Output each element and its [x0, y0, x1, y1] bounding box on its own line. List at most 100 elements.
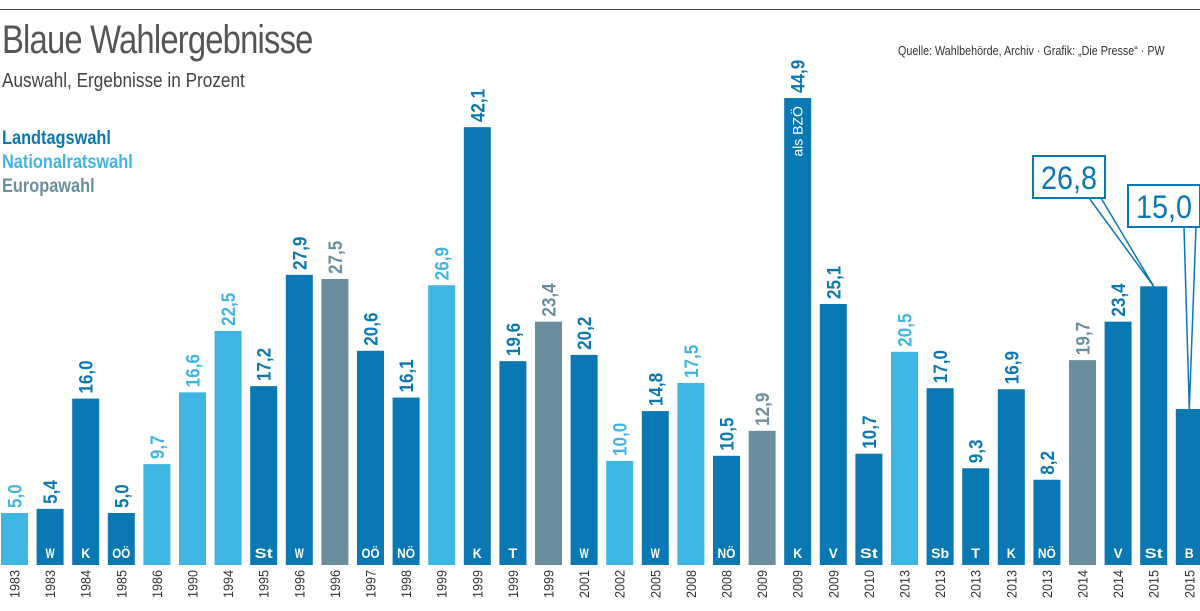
bar-2005-18 [641, 411, 669, 565]
state-label: St [1145, 545, 1163, 561]
callout-label: 15,0 [1136, 189, 1192, 225]
data-label: 19,7 [1073, 322, 1094, 355]
data-label: 12,9 [752, 393, 773, 426]
bar-2014-30 [1069, 360, 1096, 565]
x-tick-label: 2014 [1110, 570, 1126, 598]
callout-pointer [1183, 226, 1197, 410]
x-tick-label: 2009 [826, 570, 842, 598]
bar-1985-3 [107, 513, 135, 565]
state-label: W [651, 545, 661, 561]
x-tick-label: 1998 [398, 570, 414, 598]
x-tick-label: 1995 [256, 570, 272, 598]
x-tick-label: 2010 [861, 570, 877, 598]
x-tick-label: 2002 [612, 570, 628, 598]
data-label: 19,6 [503, 323, 524, 356]
bar-1996-9 [321, 279, 349, 565]
state-label: NÖ [397, 545, 415, 561]
x-tick-label: 2013 [1004, 570, 1020, 598]
x-tick-label: 2009 [754, 570, 770, 598]
bar-1999-12 [428, 285, 456, 565]
x-tick-label: 2013 [932, 570, 948, 598]
state-label: Sb [931, 545, 949, 561]
x-tick-label: 2008 [683, 570, 699, 598]
data-label: 16,6 [183, 354, 204, 387]
state-label: K [81, 545, 90, 561]
state-label: NÖ [718, 545, 736, 561]
state-label: OÖ [112, 545, 130, 561]
data-label: 16,1 [396, 359, 417, 392]
data-label: 20,6 [361, 313, 382, 346]
bar-2015-33 [1175, 409, 1200, 565]
bar-2009-21 [748, 430, 776, 565]
bar-1986-4 [143, 464, 171, 565]
data-label: 8,2 [1037, 451, 1058, 475]
data-label: 22,5 [218, 293, 239, 326]
x-tick-label: 1996 [292, 570, 308, 598]
legend-nationalratswahl: Nationalratswahl [2, 152, 133, 173]
x-tick-label: 1997 [363, 570, 379, 598]
data-label: 23,4 [1108, 283, 1129, 316]
data-label: 23,4 [539, 283, 560, 316]
state-label: V [1114, 545, 1124, 561]
bar-1984-2 [72, 398, 100, 565]
bar-1999-13 [463, 127, 491, 565]
x-tick-label: 1999 [541, 570, 557, 598]
bar-1999-14 [499, 361, 527, 565]
state-label: K [473, 545, 482, 561]
x-tick-label: 2013 [897, 570, 913, 598]
data-label: 10,5 [717, 418, 738, 451]
bar-2013-29 [1033, 479, 1061, 565]
x-tick-label: 2005 [648, 570, 664, 598]
bar-2014-31 [1104, 321, 1132, 565]
state-label: B [1185, 545, 1194, 561]
callout-box [1032, 155, 1106, 199]
bar-1999-15 [535, 321, 562, 565]
x-tick-label: 2001 [576, 570, 592, 598]
callout-label: 26,8 [1041, 160, 1097, 196]
data-label: 25,1 [823, 266, 844, 299]
state-label: T [971, 545, 980, 561]
x-tick-label: 1984 [78, 570, 94, 598]
x-tick-label: 1999 [470, 570, 486, 598]
source-credit: Quelle: Wahlbehörde, Archiv · Grafik: „D… [898, 44, 1165, 58]
data-label: 42,1 [467, 89, 488, 122]
data-label: 9,7 [147, 435, 168, 459]
x-tick-label: 2008 [719, 570, 735, 598]
legend-europawahl: Europawahl [2, 176, 95, 197]
x-tick-label: 1983 [42, 570, 58, 598]
data-label: 14,8 [645, 373, 666, 406]
data-label: 27,5 [325, 241, 346, 274]
legend-landtagswahl: Landtagswahl [2, 128, 111, 149]
state-label: St [255, 545, 273, 561]
bar-2015-32 [1140, 286, 1168, 565]
data-label: 17,0 [930, 350, 951, 383]
chart-subtitle: Auswahl, Ergebnisse in Prozent [2, 70, 245, 92]
bar-1994-6 [214, 331, 242, 565]
chart-title: Blaue Wahlergebnisse [2, 18, 313, 62]
state-label: W [46, 545, 56, 561]
x-tick-label: 2009 [790, 570, 806, 598]
state-label: St [860, 545, 878, 561]
data-label: 17,5 [681, 345, 702, 378]
bar-1983-1 [36, 508, 64, 565]
data-label: 44,9 [788, 60, 809, 93]
state-label: V [829, 545, 839, 561]
x-tick-label: 1986 [149, 570, 165, 598]
bar-1997-10 [357, 350, 384, 565]
x-tick-label: 2013 [1039, 570, 1055, 598]
data-label: 5,0 [5, 484, 26, 508]
data-label: 16,9 [1001, 351, 1022, 384]
x-tick-label: 1996 [327, 570, 343, 598]
bar-1998-11 [392, 397, 420, 565]
data-label: 10,7 [859, 415, 880, 448]
data-label: 20,2 [574, 317, 595, 350]
bar-2009-22 [784, 98, 812, 565]
bar-2009-23 [819, 303, 847, 565]
bar-1983-0 [1, 513, 28, 565]
x-tick-label: 1983 [7, 570, 23, 598]
state-label: T [508, 545, 517, 561]
data-label: 27,9 [289, 237, 310, 270]
data-label: 16,0 [76, 360, 97, 393]
state-label: K [1007, 545, 1016, 561]
